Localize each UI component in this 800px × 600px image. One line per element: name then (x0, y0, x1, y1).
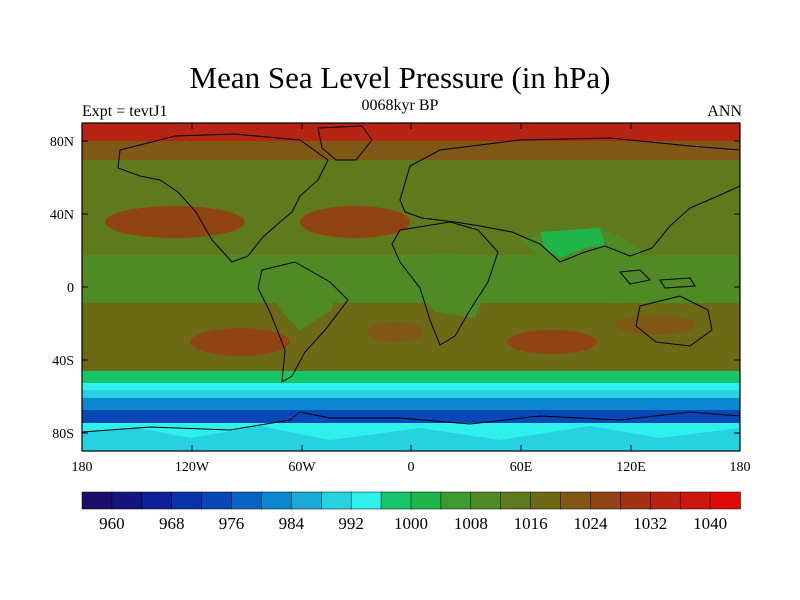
lon-axis: 180 120W 60W 0 60E 120E 180 (72, 123, 751, 475)
india-monsoon-low (540, 228, 605, 258)
colorbar-swatch (81, 491, 113, 510)
experiment-label: Expt = tevtJ1 (82, 103, 168, 120)
colorbar-swatch (111, 491, 143, 510)
colorbar-label: 1024 (573, 514, 608, 533)
colorbar-swatch (201, 491, 233, 510)
southern-green-band (82, 371, 740, 385)
colorbar-swatch (500, 491, 532, 510)
colorbar-swatch (231, 491, 263, 510)
lat-tick-label: 80N (50, 135, 74, 150)
arctic-high (82, 123, 740, 141)
north-pacific-high (105, 206, 245, 238)
map-title: Mean Sea Level Pressure (in hPa) (189, 60, 611, 95)
colorbar-swatch (620, 491, 652, 510)
colorbar-label: 968 (159, 514, 185, 533)
southern-blue-band (82, 398, 740, 412)
colorbar-label: 1040 (693, 514, 727, 533)
season-label: ANN (707, 103, 742, 120)
lat-tick-label: 0 (67, 281, 74, 296)
colorbar-swatch (321, 491, 352, 510)
lat-tick-label: 80S (52, 427, 74, 442)
colorbar-swatch (350, 491, 382, 510)
colorbar-label: 992 (338, 514, 364, 533)
africa-low (395, 254, 490, 318)
colorbar-swatch (650, 491, 681, 510)
north-atlantic-high (300, 206, 410, 238)
lon-tick-label: 120E (616, 460, 646, 475)
colorbar-label: 1008 (454, 514, 488, 533)
coastlines (82, 125, 740, 433)
colorbar-label: 960 (99, 514, 125, 533)
colorbar-swatch (410, 491, 442, 510)
southern-lightblue-band (82, 390, 740, 400)
antarctic-blue-patches (82, 426, 740, 451)
southern-deep-band (82, 410, 740, 425)
colorbar-swatch (171, 491, 203, 510)
colorbar-label: 1032 (633, 514, 667, 533)
colorbar-label: 984 (279, 514, 305, 533)
time-label: 0068kyr BP (361, 97, 439, 114)
lon-tick-label: 180 (730, 460, 751, 475)
colorbar-swatch (679, 491, 711, 510)
colorbar-swatch (560, 491, 592, 510)
lat-tick-label: 40N (50, 208, 74, 223)
colorbar: 960 968 976 984 992 1000 1008 1016 1024 1032 1040 (81, 491, 741, 533)
colorbar-swatch (590, 491, 622, 510)
colorbar-swatch (291, 491, 323, 510)
south-indian-high (507, 330, 597, 354)
colorbar-swatch (470, 491, 502, 510)
lon-tick-label: 60W (288, 460, 316, 475)
australia-high (615, 315, 695, 335)
north-high-band (82, 160, 740, 215)
southern-cyan-band (82, 383, 740, 392)
pressure-field (82, 123, 740, 451)
south-pacific-high (190, 328, 290, 356)
south-atlantic-high (367, 322, 423, 342)
colorbar-label: 976 (219, 514, 245, 533)
colorbar-swatch (530, 491, 562, 510)
colorbar-label: 1016 (514, 514, 548, 533)
colorbar-swatch (440, 491, 472, 510)
colorbar-swatch (709, 491, 741, 510)
lon-tick-label: 120W (175, 460, 210, 475)
lon-tick-label: 0 (408, 460, 415, 475)
colorbar-swatch (380, 491, 412, 510)
colorbar-label: 1000 (394, 514, 428, 533)
colorbar-swatch (141, 491, 173, 510)
lon-tick-label: 180 (72, 460, 93, 475)
colorbar-swatch (261, 491, 293, 510)
south-america-low (262, 268, 335, 330)
lon-tick-label: 60E (510, 460, 533, 475)
lat-axis: 80N 40N 0 40S 80S (50, 135, 740, 442)
lat-tick-label: 40S (52, 354, 74, 369)
